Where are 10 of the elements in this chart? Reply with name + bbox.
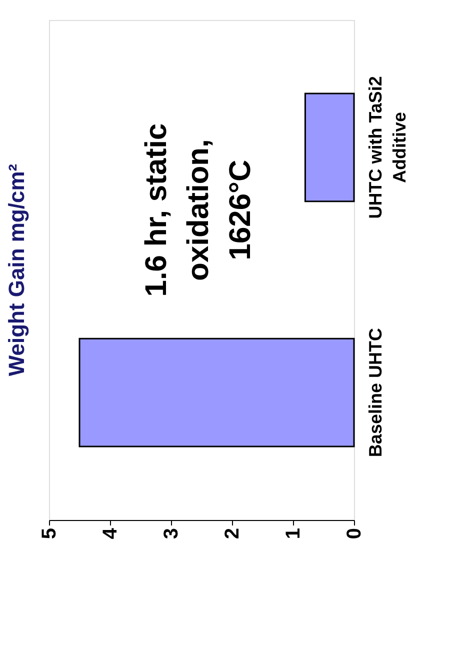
y-axis-title: Weight Gain mg/cm² <box>4 164 29 376</box>
x-tick-label: 1 <box>282 528 304 540</box>
x-tick-label: 5 <box>38 528 60 540</box>
x-tick-label: 4 <box>100 527 122 540</box>
x-tick-label: 0 <box>344 528 366 540</box>
annotation: 1.6 hr, static oxidation, 1626°C <box>140 123 257 297</box>
y-tick-label: Baseline UHTC <box>366 328 386 458</box>
y-tick-label: UHTC with TaSi2 Additive <box>366 76 410 219</box>
x-tick-label: 2 <box>222 528 244 540</box>
x-tick-label: 3 <box>160 528 182 540</box>
